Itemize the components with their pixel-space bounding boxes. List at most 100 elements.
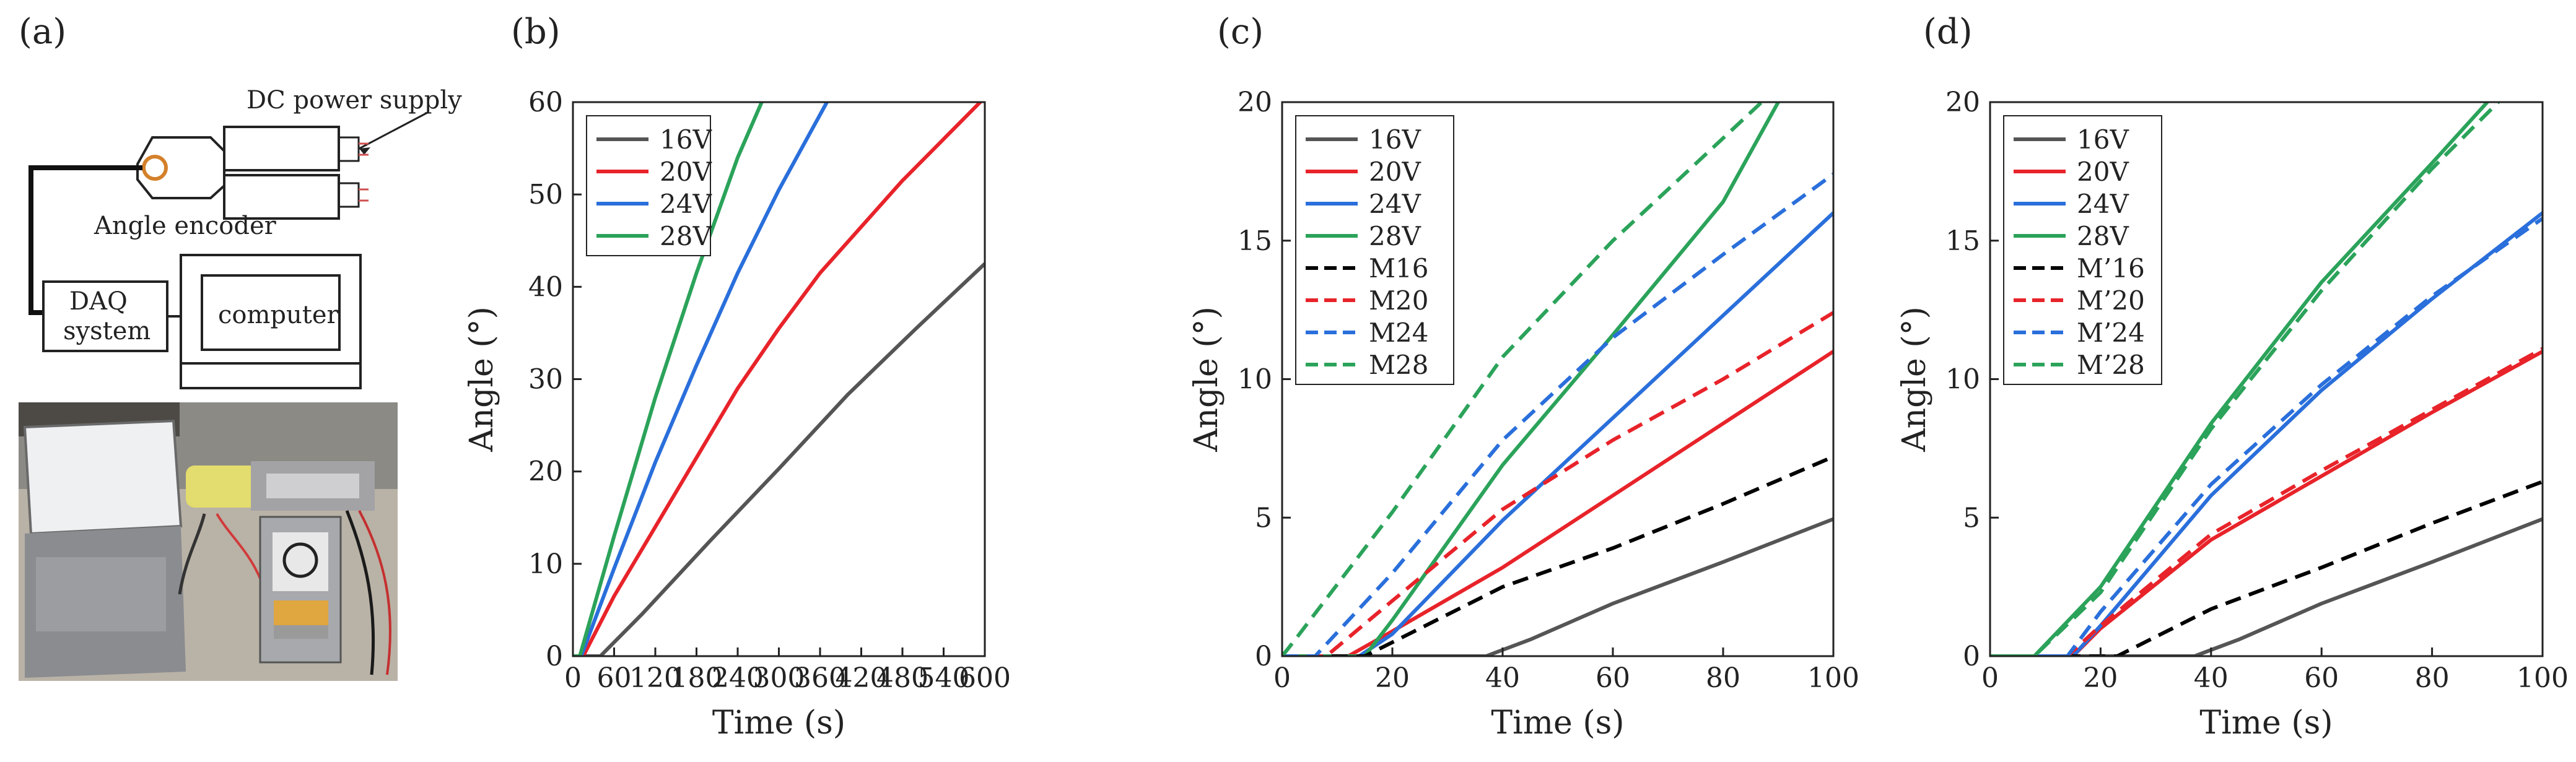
- legend-label-d-1: 20V: [2077, 157, 2129, 187]
- x-axis-title-d: Time (s): [2199, 704, 2333, 742]
- chart-panel-d: 0 20 40 60 80 100 0 5 10 15 20 Time (s) Angle (°) 16V…: [1896, 87, 2569, 742]
- series-line-d-1: [1990, 350, 2543, 656]
- legend-label-c-5: M20: [1369, 285, 1428, 316]
- legend-c: [1295, 115, 1454, 385]
- legend-label-d-6: M’24: [2077, 318, 2145, 348]
- legend-label-c-2: 24V: [1369, 189, 1421, 219]
- legend-label-c-6: M24: [1369, 318, 1428, 348]
- x-tick-label-c-5: 100: [1807, 662, 1859, 694]
- series-line-c-6: [1282, 172, 1833, 656]
- x-tick-label-b-3: 180: [671, 662, 723, 694]
- y-tick-label-d-2: 10: [1945, 364, 1980, 396]
- y-tick-label-c-4: 20: [1238, 87, 1272, 118]
- x-tick-label-d-4: 80: [2415, 662, 2450, 694]
- computer-label: computer: [218, 301, 339, 329]
- y-tick-label-b-3: 30: [528, 364, 563, 396]
- series-line-b-0: [573, 262, 985, 656]
- x-axis-title-b: Time (s): [712, 704, 845, 742]
- y-axis-title-b: Angle (°): [463, 306, 500, 452]
- panel-label-c: (c): [1217, 12, 1264, 52]
- x-tick-label-b-1: 60: [597, 662, 632, 694]
- panel-label-a: (a): [19, 12, 66, 52]
- y-tick-label-b-4: 40: [528, 271, 563, 303]
- y-tick-label-c-3: 15: [1238, 225, 1272, 257]
- chart-panel-b: 0 601201802403003604204805406000102030405…: [463, 87, 1011, 742]
- series-line-d-7: [1990, 102, 2500, 656]
- x-tick-label-b-10: 600: [959, 662, 1011, 694]
- y-tick-label-c-1: 5: [1255, 502, 1272, 534]
- y-tick-label-b-1: 10: [528, 548, 563, 580]
- series-line-d-2: [1990, 211, 2543, 656]
- x-axis-title-c: Time (s): [1491, 704, 1624, 742]
- legend-label-b-3: 28V: [660, 221, 712, 251]
- y-tick-label-c-0: 0: [1255, 641, 1272, 672]
- legend-label-d-4: M’16: [2077, 253, 2145, 284]
- daq-label-line1: DAQ: [69, 287, 128, 316]
- legend-label-c-4: M16: [1369, 253, 1428, 284]
- x-tick-label-c-0: 0: [1273, 662, 1291, 694]
- panel-label-b: (b): [511, 12, 561, 52]
- legend-label-b-2: 24V: [660, 189, 712, 219]
- series-line-c-7: [1282, 102, 1763, 656]
- x-tick-label-b-4: 240: [712, 662, 764, 694]
- x-tick-label-c-2: 40: [1485, 662, 1520, 694]
- series-line-d-6: [1990, 217, 2543, 656]
- series-line-d-5: [1990, 347, 2543, 656]
- y-tick-label-b-0: 0: [546, 641, 563, 672]
- legend-label-d-5: M’20: [2077, 285, 2145, 316]
- x-tick-label-c-1: 20: [1375, 662, 1410, 694]
- y-tick-label-b-5: 50: [528, 179, 563, 210]
- y-tick-label-c-2: 10: [1238, 364, 1272, 396]
- legend-label-d-0: 16V: [2077, 124, 2129, 155]
- legend-label-c-3: 28V: [1369, 221, 1421, 251]
- panel-label-d: (d): [1923, 12, 1973, 52]
- series-line-c-2: [1282, 211, 1833, 656]
- encoder-label: Angle encoder: [94, 212, 277, 240]
- series-line-b-3: [573, 102, 764, 656]
- x-tick-label-b-9: 540: [918, 662, 970, 694]
- schematic: DC power supply Angle encoder DAQ system…: [28, 86, 462, 389]
- x-tick-label-c-4: 80: [1706, 662, 1740, 694]
- x-tick-label-d-3: 60: [2304, 662, 2339, 694]
- x-tick-label-d-2: 40: [2194, 662, 2229, 694]
- legend-label-b-0: 16V: [660, 124, 712, 155]
- x-tick-label-d-0: 0: [1981, 662, 1999, 694]
- x-tick-label-b-5: 300: [753, 662, 805, 694]
- legend-label-c-1: 20V: [1369, 157, 1421, 187]
- series-line-c-5: [1282, 311, 1833, 656]
- series-line-d-3: [1990, 102, 2489, 656]
- y-tick-label-d-4: 20: [1945, 87, 1980, 118]
- legend-label-d-3: 28V: [2077, 221, 2129, 251]
- legend-label-c-7: M28: [1369, 350, 1428, 380]
- series-line-c-3: [1282, 102, 1780, 656]
- daq-label-line2: system: [63, 317, 151, 345]
- y-tick-label-b-6: 60: [528, 87, 563, 118]
- y-tick-label-d-0: 0: [1963, 641, 1980, 672]
- legend-label-c-0: 16V: [1369, 124, 1421, 155]
- computer-icon: [180, 254, 362, 389]
- legend-d: [2003, 115, 2162, 385]
- series-line-c-1: [1282, 350, 1833, 656]
- series-line-b-1: [573, 102, 983, 656]
- y-axis-title-d: Angle (°): [1896, 306, 1933, 452]
- y-tick-label-d-1: 5: [1963, 502, 1980, 534]
- chart-panel-c: 0 20 40 60 80 100 0 5 10 15 20 Time (s) Angle (°) 16V…: [1188, 87, 1859, 742]
- series-line-d-0: [1990, 517, 2543, 656]
- legend-label-d-7: M’28: [2077, 350, 2145, 380]
- x-tick-label-b-6: 360: [794, 662, 846, 694]
- angle-encoder-icon: [142, 155, 168, 181]
- legend-label-b-1: 20V: [660, 157, 712, 187]
- x-tick-label-b-2: 120: [629, 662, 681, 694]
- x-tick-label-b-7: 420: [836, 662, 888, 694]
- power-supply-label: DC power supply: [247, 86, 462, 115]
- x-tick-label-c-3: 60: [1596, 662, 1630, 694]
- x-tick-label-b-0: 0: [564, 662, 582, 694]
- legend-label-d-2: 24V: [2077, 189, 2129, 219]
- y-tick-label-d-3: 15: [1945, 225, 1980, 257]
- gripper-device-icon: [136, 126, 369, 220]
- x-tick-label-d-1: 20: [2083, 662, 2118, 694]
- series-line-c-0: [1282, 517, 1833, 656]
- y-axis-title-c: Angle (°): [1188, 306, 1225, 452]
- x-tick-label-d-5: 100: [2517, 662, 2569, 694]
